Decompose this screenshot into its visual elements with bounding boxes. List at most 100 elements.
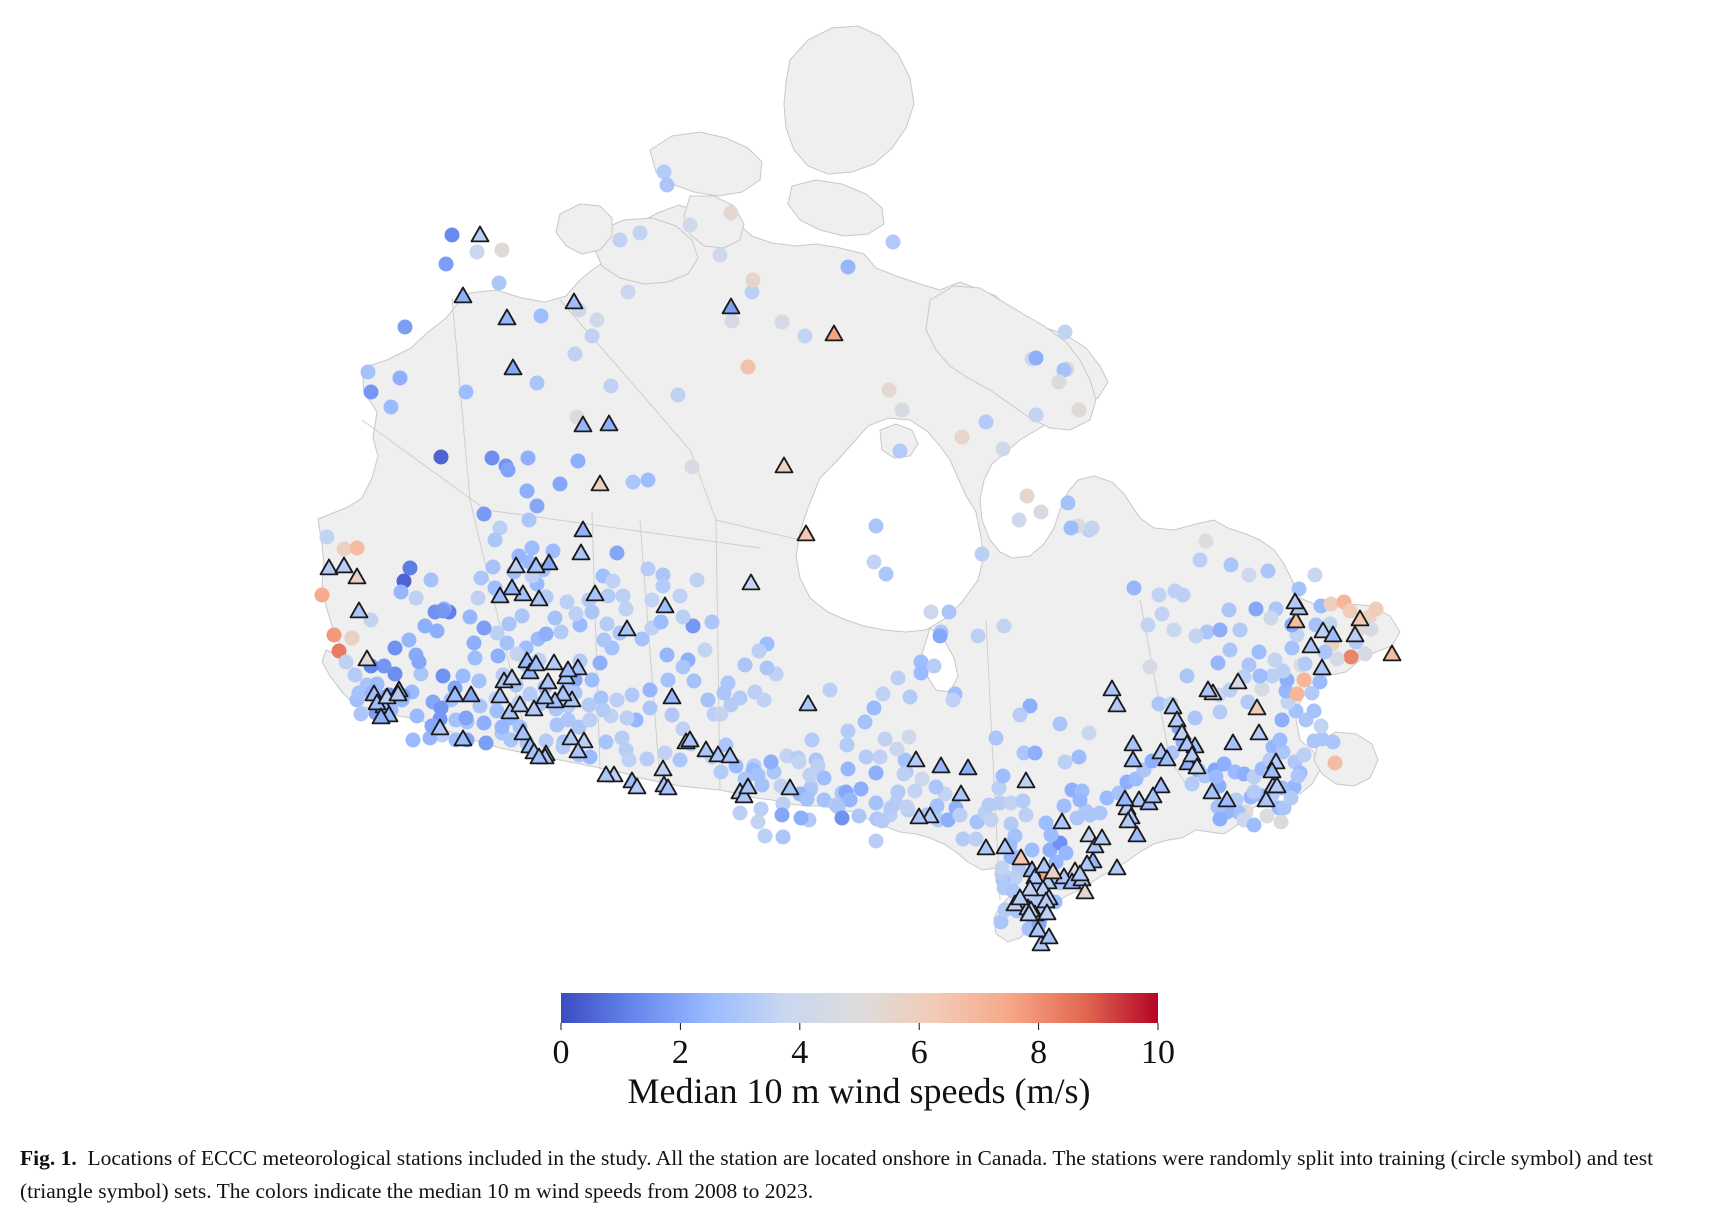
training-station-circle	[686, 673, 702, 689]
training-station-circle	[1241, 567, 1257, 583]
training-station-circle	[840, 723, 856, 739]
test-station-triangle	[951, 784, 971, 802]
test-station-triangle	[1118, 811, 1138, 829]
test-station-triangle	[538, 672, 558, 690]
test-station-triangle	[696, 740, 716, 758]
training-station-circle	[1297, 656, 1313, 672]
test-station-triangle	[1312, 658, 1332, 676]
test-station-triangle	[1198, 680, 1218, 698]
test-station-triangle	[490, 586, 510, 604]
training-station-circle	[582, 712, 598, 728]
training-station-circle	[1210, 655, 1226, 671]
training-station-circle	[570, 453, 586, 469]
colorbar-ramp	[561, 993, 1158, 1023]
training-station-circle	[996, 618, 1012, 634]
training-station-circle	[889, 741, 905, 757]
test-station-triangle	[1123, 734, 1143, 752]
training-station-circle	[413, 666, 429, 682]
training-station-circle	[490, 648, 506, 664]
test-station-triangle	[1382, 644, 1402, 662]
test-station-triangle	[453, 729, 473, 747]
test-station-triangle	[1016, 771, 1036, 789]
test-station-triangle	[1129, 790, 1149, 808]
training-station-circle	[857, 714, 873, 730]
training-station-circle	[640, 561, 656, 577]
training-station-circle	[1232, 622, 1248, 638]
training-station-circle	[1187, 710, 1203, 726]
training-station-circle	[1167, 583, 1183, 599]
training-station-circle	[750, 814, 766, 830]
test-station-triangle	[319, 558, 339, 576]
training-station-circle	[1024, 842, 1040, 858]
training-station-circle	[615, 588, 631, 604]
test-station-triangle	[539, 553, 559, 571]
training-station-circle	[642, 700, 658, 716]
test-station-triangle	[1070, 864, 1090, 882]
training-station-circle	[1154, 606, 1170, 622]
training-station-circle	[1216, 756, 1232, 772]
training-station-circle	[620, 284, 636, 300]
training-station-circle	[675, 721, 691, 737]
training-station-circle	[429, 623, 445, 639]
training-station-circle	[1312, 674, 1328, 690]
training-station-circle	[1051, 374, 1067, 390]
training-station-circle	[700, 692, 716, 708]
training-station-circle	[363, 384, 379, 400]
test-station-triangle	[388, 684, 408, 702]
training-station-circle	[1052, 716, 1068, 732]
training-station-circle	[349, 540, 365, 556]
training-station-circle	[1254, 681, 1270, 697]
test-station-triangle	[561, 728, 581, 746]
training-station-circle	[478, 735, 494, 751]
training-station-circle	[1092, 805, 1108, 821]
training-station-circle	[940, 812, 956, 828]
training-station-circle	[744, 284, 760, 300]
training-station-circle	[347, 667, 363, 683]
training-station-circle	[1343, 649, 1359, 665]
training-station-circle	[1071, 749, 1087, 765]
training-station-circle	[494, 719, 510, 735]
test-station-triangle	[824, 324, 844, 342]
test-station-triangle	[780, 778, 800, 796]
test-station-triangle	[535, 687, 555, 705]
training-station-circle	[584, 604, 600, 620]
training-station-circle	[664, 707, 680, 723]
devon-island	[787, 179, 885, 237]
test-station-triangle	[1102, 679, 1122, 697]
test-station-triangle	[490, 686, 510, 704]
training-station-circle	[723, 205, 739, 221]
training-station-circle	[476, 506, 492, 522]
training-station-circle	[1317, 644, 1333, 660]
training-station-circle	[1289, 686, 1305, 702]
training-station-circle	[974, 546, 990, 562]
test-station-triangle	[1247, 698, 1267, 716]
training-station-circle	[874, 813, 890, 829]
training-station-circle	[1057, 754, 1073, 770]
training-station-circle	[458, 710, 474, 726]
training-station-circle	[1246, 784, 1262, 800]
test-station-triangle	[1039, 927, 1059, 945]
test-station-triangle	[524, 699, 544, 717]
test-station-triangle	[513, 723, 533, 741]
training-station-circle	[1221, 602, 1237, 618]
test-station-triangle	[680, 730, 700, 748]
test-station-triangle	[1350, 609, 1370, 627]
training-station-circle	[993, 914, 1009, 930]
test-station-triangle	[564, 292, 584, 310]
training-station-circle	[983, 812, 999, 828]
test-station-triangle	[573, 415, 593, 433]
training-station-circle	[890, 670, 906, 686]
training-station-circle	[1071, 402, 1087, 418]
training-station-circle	[712, 247, 728, 263]
training-station-circle	[589, 312, 605, 328]
training-station-circle	[1275, 663, 1291, 679]
training-station-circle	[596, 632, 612, 648]
training-station-circle	[423, 572, 439, 588]
training-station-circle	[892, 443, 908, 459]
test-station-triangle	[931, 756, 951, 774]
training-station-circle	[656, 164, 672, 180]
test-station-triangle	[958, 758, 978, 776]
colorbar-ticks: 0 2 4 6 8 10	[553, 1023, 1175, 1071]
training-station-circle	[1011, 512, 1027, 528]
training-station-circle	[1313, 718, 1329, 734]
